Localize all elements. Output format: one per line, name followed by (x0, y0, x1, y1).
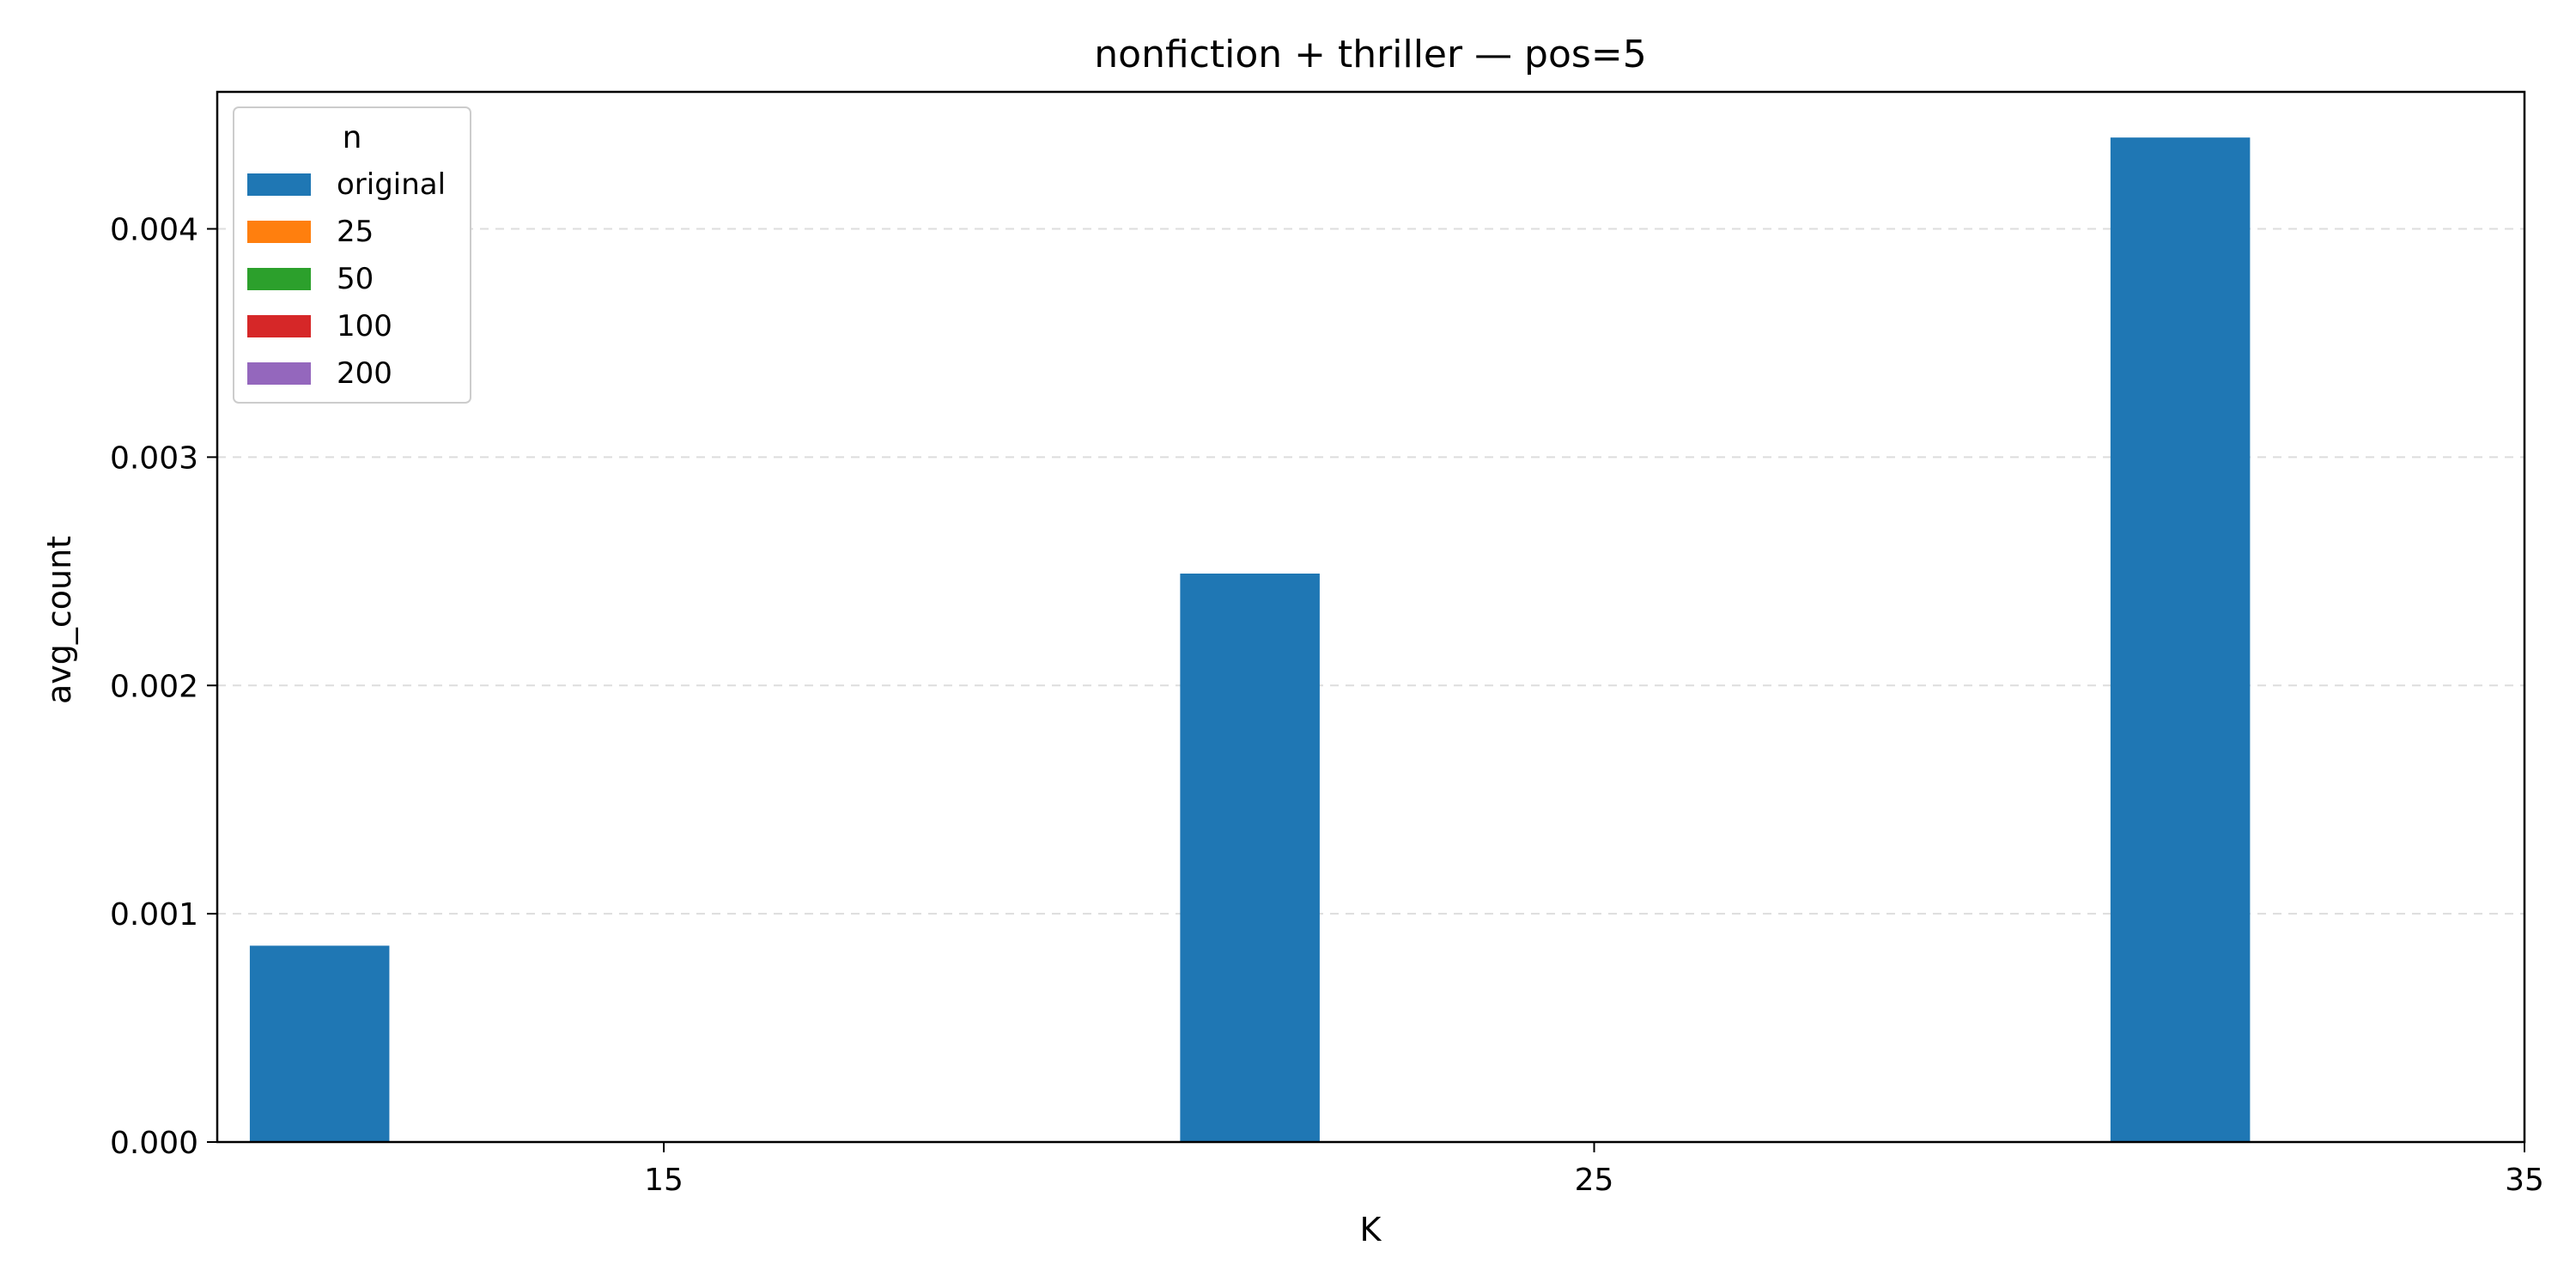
x-tick-label: 35 (2505, 1163, 2544, 1198)
legend-swatch-25 (247, 221, 311, 243)
bar-original (2110, 137, 2251, 1142)
x-tick-label: 25 (1575, 1163, 1614, 1198)
bars (249, 137, 2251, 1142)
legend-items: original 25 50 100 200 (247, 167, 446, 391)
legend-label-100: 100 (337, 309, 392, 343)
legend-label-50: 50 (337, 262, 374, 296)
plot-frame (216, 90, 2526, 1144)
bar-original (1180, 573, 1320, 1142)
y-tick-label: 0.003 (110, 440, 198, 476)
legend-swatch-200 (247, 362, 311, 385)
legend-title: n (343, 120, 362, 155)
x-axis-label: K (1360, 1211, 1382, 1249)
legend-label-25: 25 (337, 215, 374, 249)
legend-swatch-original (247, 173, 311, 196)
x-tick-label: 15 (644, 1163, 683, 1198)
y-axis-label: avg_count (40, 536, 78, 704)
ticks: 0.000 0.001 0.002 0.003 0.004 15 25 35 (110, 213, 2544, 1198)
y-tick-label: 0.002 (110, 669, 198, 704)
chart-title: nonfiction + thriller — pos=5 (1094, 33, 1646, 76)
bar-original (249, 945, 390, 1142)
legend-swatch-50 (247, 268, 311, 290)
y-tick-label: 0.004 (110, 213, 198, 248)
legend-label-200: 200 (337, 356, 392, 391)
y-tick-label: 0.001 (110, 897, 198, 933)
legend: n original 25 50 100 200 (233, 106, 471, 404)
legend-swatch-100 (247, 315, 311, 337)
y-tick-label: 0.000 (110, 1126, 198, 1161)
axes (216, 90, 2526, 1144)
legend-label-original: original (337, 167, 446, 202)
